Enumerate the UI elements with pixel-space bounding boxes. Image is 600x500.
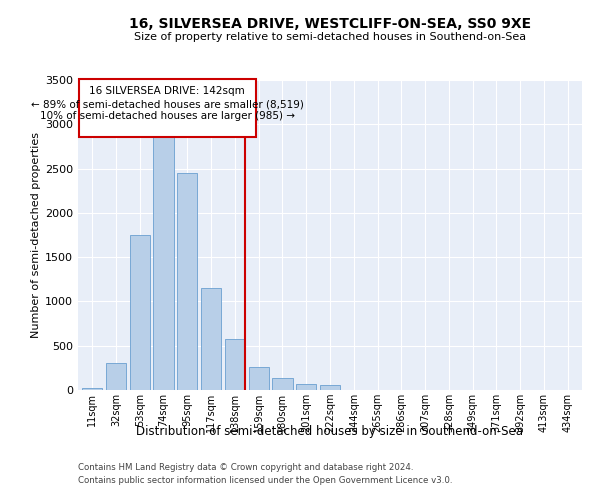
Text: Distribution of semi-detached houses by size in Southend-on-Sea: Distribution of semi-detached houses by … — [137, 425, 523, 438]
Text: Contains public sector information licensed under the Open Government Licence v3: Contains public sector information licen… — [78, 476, 452, 485]
Bar — [296, 384, 316, 390]
Bar — [130, 235, 150, 390]
Text: Contains HM Land Registry data © Crown copyright and database right 2024.: Contains HM Land Registry data © Crown c… — [78, 464, 413, 472]
Bar — [177, 173, 197, 390]
Bar — [201, 288, 221, 390]
Text: 16, SILVERSEA DRIVE, WESTCLIFF-ON-SEA, SS0 9XE: 16, SILVERSEA DRIVE, WESTCLIFF-ON-SEA, S… — [129, 18, 531, 32]
Bar — [248, 367, 269, 390]
Text: 10% of semi-detached houses are larger (985) →: 10% of semi-detached houses are larger (… — [40, 111, 295, 121]
Bar — [272, 378, 293, 390]
Text: Size of property relative to semi-detached houses in Southend-on-Sea: Size of property relative to semi-detach… — [134, 32, 526, 42]
Bar — [82, 388, 103, 390]
Bar — [320, 384, 340, 390]
Y-axis label: Number of semi-detached properties: Number of semi-detached properties — [31, 132, 41, 338]
Text: 16 SILVERSEA DRIVE: 142sqm: 16 SILVERSEA DRIVE: 142sqm — [89, 86, 245, 96]
Text: ← 89% of semi-detached houses are smaller (8,519): ← 89% of semi-detached houses are smalle… — [31, 99, 304, 109]
Bar — [106, 364, 126, 390]
Bar — [225, 339, 245, 390]
Bar — [154, 124, 173, 390]
